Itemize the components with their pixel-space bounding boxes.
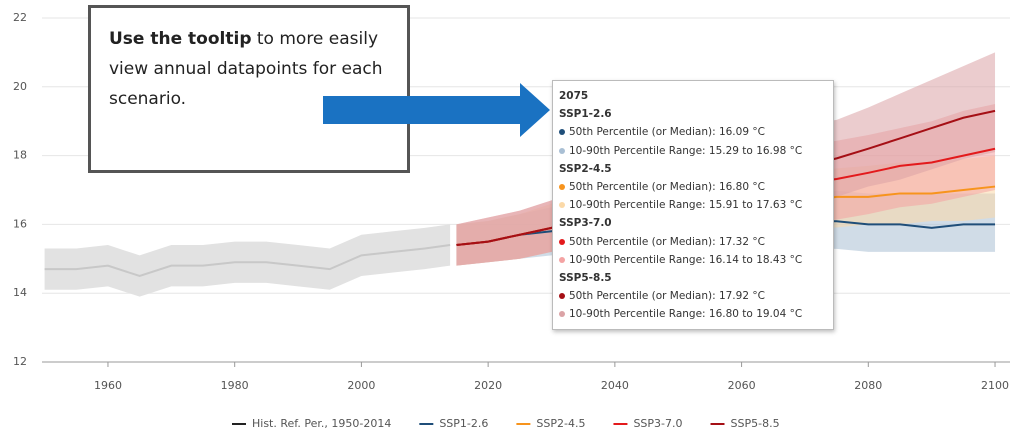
legend-item: SSP1-2.6 [419,417,488,430]
y-tick-label: 12 [13,355,27,368]
legend-item: SSP2-4.5 [516,417,585,430]
y-tick-label: 14 [13,286,27,299]
tooltip-median: 50th Percentile (or Median): 17.32 °C [559,233,827,251]
legend-label: SSP5-8.5 [731,417,780,430]
tooltip-dot [559,184,565,191]
tooltip-dot [559,256,565,263]
tooltip-median: 50th Percentile (or Median): 16.80 °C [559,178,827,196]
x-tick-label: 1980 [221,379,249,392]
tooltip-range: 10-90th Percentile Range: 16.14 to 18.43… [559,251,827,269]
tooltip-series: SSP2-4.5 [559,160,827,178]
tooltip-dot [559,311,565,318]
x-tick-label: 2080 [854,379,882,392]
tooltip-text: 50th Percentile (or Median): 16.80 °C [569,181,765,194]
tooltip-dot [559,202,565,209]
tooltip-dot [559,147,565,154]
x-tick-label: 2060 [728,379,756,392]
y-tick-label: 22 [13,11,27,24]
tooltip-series: SSP3-7.0 [559,214,827,232]
tooltip-text: SSP2-4.5 [559,162,612,175]
legend-label: SSP2-4.5 [536,417,585,430]
series-line [44,244,451,278]
y-tick-label: 16 [13,217,27,230]
tooltip-text: 10-90th Percentile Range: 16.80 to 19.04… [569,308,803,321]
tooltip-range: 10-90th Percentile Range: 15.29 to 16.98… [559,142,827,160]
tooltip-text: SSP5-8.5 [559,272,612,285]
tooltip-text: 50th Percentile (or Median): 16.09 °C [569,126,765,139]
tooltip-median: 50th Percentile (or Median): 17.92 °C [559,287,827,305]
tooltip-dot [559,293,565,300]
tooltip-text: 10-90th Percentile Range: 15.91 to 17.63… [569,199,803,212]
tooltip-text: SSP3-7.0 [559,217,612,230]
x-tick-label: 2020 [474,379,502,392]
tooltip-range: 10-90th Percentile Range: 15.91 to 17.63… [559,196,827,214]
x-tick-label: 2100 [981,379,1009,392]
x-tick-label: 1960 [94,379,122,392]
tooltip-text: 10-90th Percentile Range: 15.29 to 16.98… [569,144,803,157]
tooltip-text: SSP1-2.6 [559,108,612,121]
legend-item: SSP5-8.5 [710,417,780,430]
tooltip-text: 50th Percentile (or Median): 17.32 °C [569,235,765,248]
legend-label: Hist. Ref. Per., 1950-2014 [252,417,391,430]
x-tick-label: 2000 [347,379,375,392]
tooltip-series: SSP1-2.6 [559,105,827,123]
x-tick-label: 2040 [601,379,629,392]
legend-label: SSP3-7.0 [633,417,682,430]
tooltip-text: 10-90th Percentile Range: 16.14 to 18.43… [569,253,803,266]
tooltip-range: 10-90th Percentile Range: 16.80 to 19.04… [559,305,827,323]
tooltip-text: 50th Percentile (or Median): 17.92 °C [569,290,765,303]
band [44,224,451,297]
legend-label: SSP1-2.6 [439,417,488,430]
legend-item: Hist. Ref. Per., 1950-2014 [232,417,391,430]
callout-bold: Use the tooltip [109,29,252,49]
callout: Use the tooltip to more easily view annu… [88,5,410,173]
legend-item: SSP3-7.0 [613,417,683,430]
tooltip: 2075 SSP1-2.6 50th Percentile (or Median):… [552,80,834,330]
tooltip-median: 50th Percentile (or Median): 16.09 °C [559,123,827,141]
tooltip-series: SSP5-8.5 [559,269,827,287]
tooltip-dot [559,129,565,136]
tooltip-text: 2075 [559,90,589,102]
tooltip-dot [559,238,565,245]
y-tick-label: 18 [13,149,27,162]
callout-text: to more easily view annual datapoints fo… [109,29,383,109]
y-tick-label: 20 [13,80,27,93]
tooltip-title: 2075 [559,87,827,105]
